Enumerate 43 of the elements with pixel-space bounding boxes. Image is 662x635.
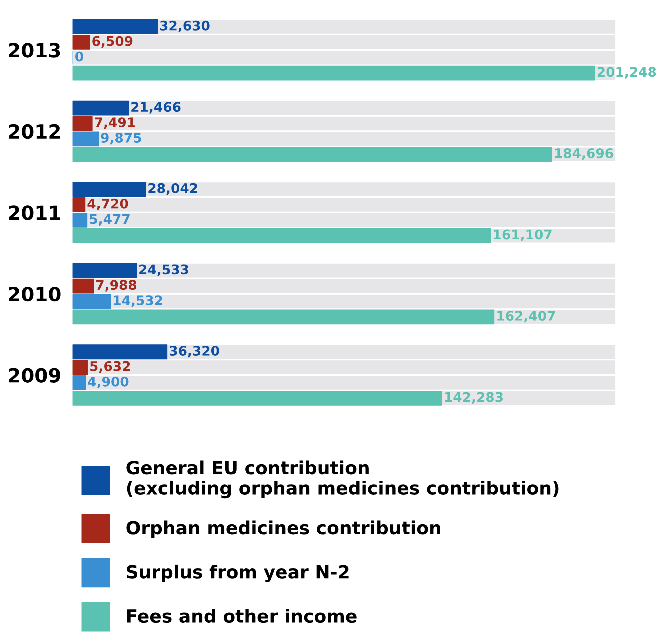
data-label: 24,533 — [140, 264, 188, 276]
data-label: 36,320 — [170, 346, 220, 358]
bar — [72, 344, 168, 360]
data-label: 32,630 — [160, 20, 210, 33]
y-tick-label: 2013 — [9, 43, 60, 58]
data-label: 7,491 — [95, 118, 136, 130]
data-label: 5,632 — [90, 361, 130, 374]
data-label: 142,283 — [445, 392, 503, 404]
data-label: 161,107 — [494, 230, 552, 242]
data-label: 5,477 — [90, 214, 130, 226]
bar — [72, 263, 138, 278]
data-label: 162,407 — [498, 311, 556, 323]
bar — [72, 132, 99, 147]
data-label: 0 — [76, 52, 84, 62]
bar — [72, 198, 86, 212]
legend-label: General EU contribution (excluding orphan medicines contribution) — [126, 460, 559, 499]
bar — [72, 182, 146, 198]
y-tick-label: 2010 — [9, 286, 61, 302]
data-label: 9,875 — [101, 133, 142, 145]
data-label: 184,696 — [555, 148, 614, 160]
data-label: 7,988 — [96, 280, 137, 292]
y-tick-label: 2012 — [9, 124, 60, 140]
data-label: 201,248 — [598, 67, 656, 79]
legend-label: Orphan medicines contribution — [126, 520, 440, 538]
bar — [72, 376, 86, 390]
data-label: 14,532 — [114, 296, 162, 308]
legend-label: Fees and other income — [127, 609, 357, 624]
y-tick-label: 2009 — [9, 368, 60, 383]
data-label: 4,900 — [88, 376, 129, 389]
bar — [72, 360, 88, 376]
legend-label: Surplus from year N-2 — [127, 564, 349, 583]
bar — [72, 212, 88, 228]
bar — [72, 100, 130, 116]
bar — [72, 20, 158, 34]
bar — [72, 278, 94, 294]
bar — [72, 34, 90, 50]
bar — [72, 294, 112, 310]
data-label: 4,720 — [88, 198, 128, 211]
data-label: 6,509 — [92, 36, 133, 48]
bar — [72, 116, 93, 132]
data-label: 21,466 — [132, 102, 181, 114]
data-label: 28,042 — [148, 183, 198, 196]
y-tick-label: 2011 — [9, 206, 60, 220]
